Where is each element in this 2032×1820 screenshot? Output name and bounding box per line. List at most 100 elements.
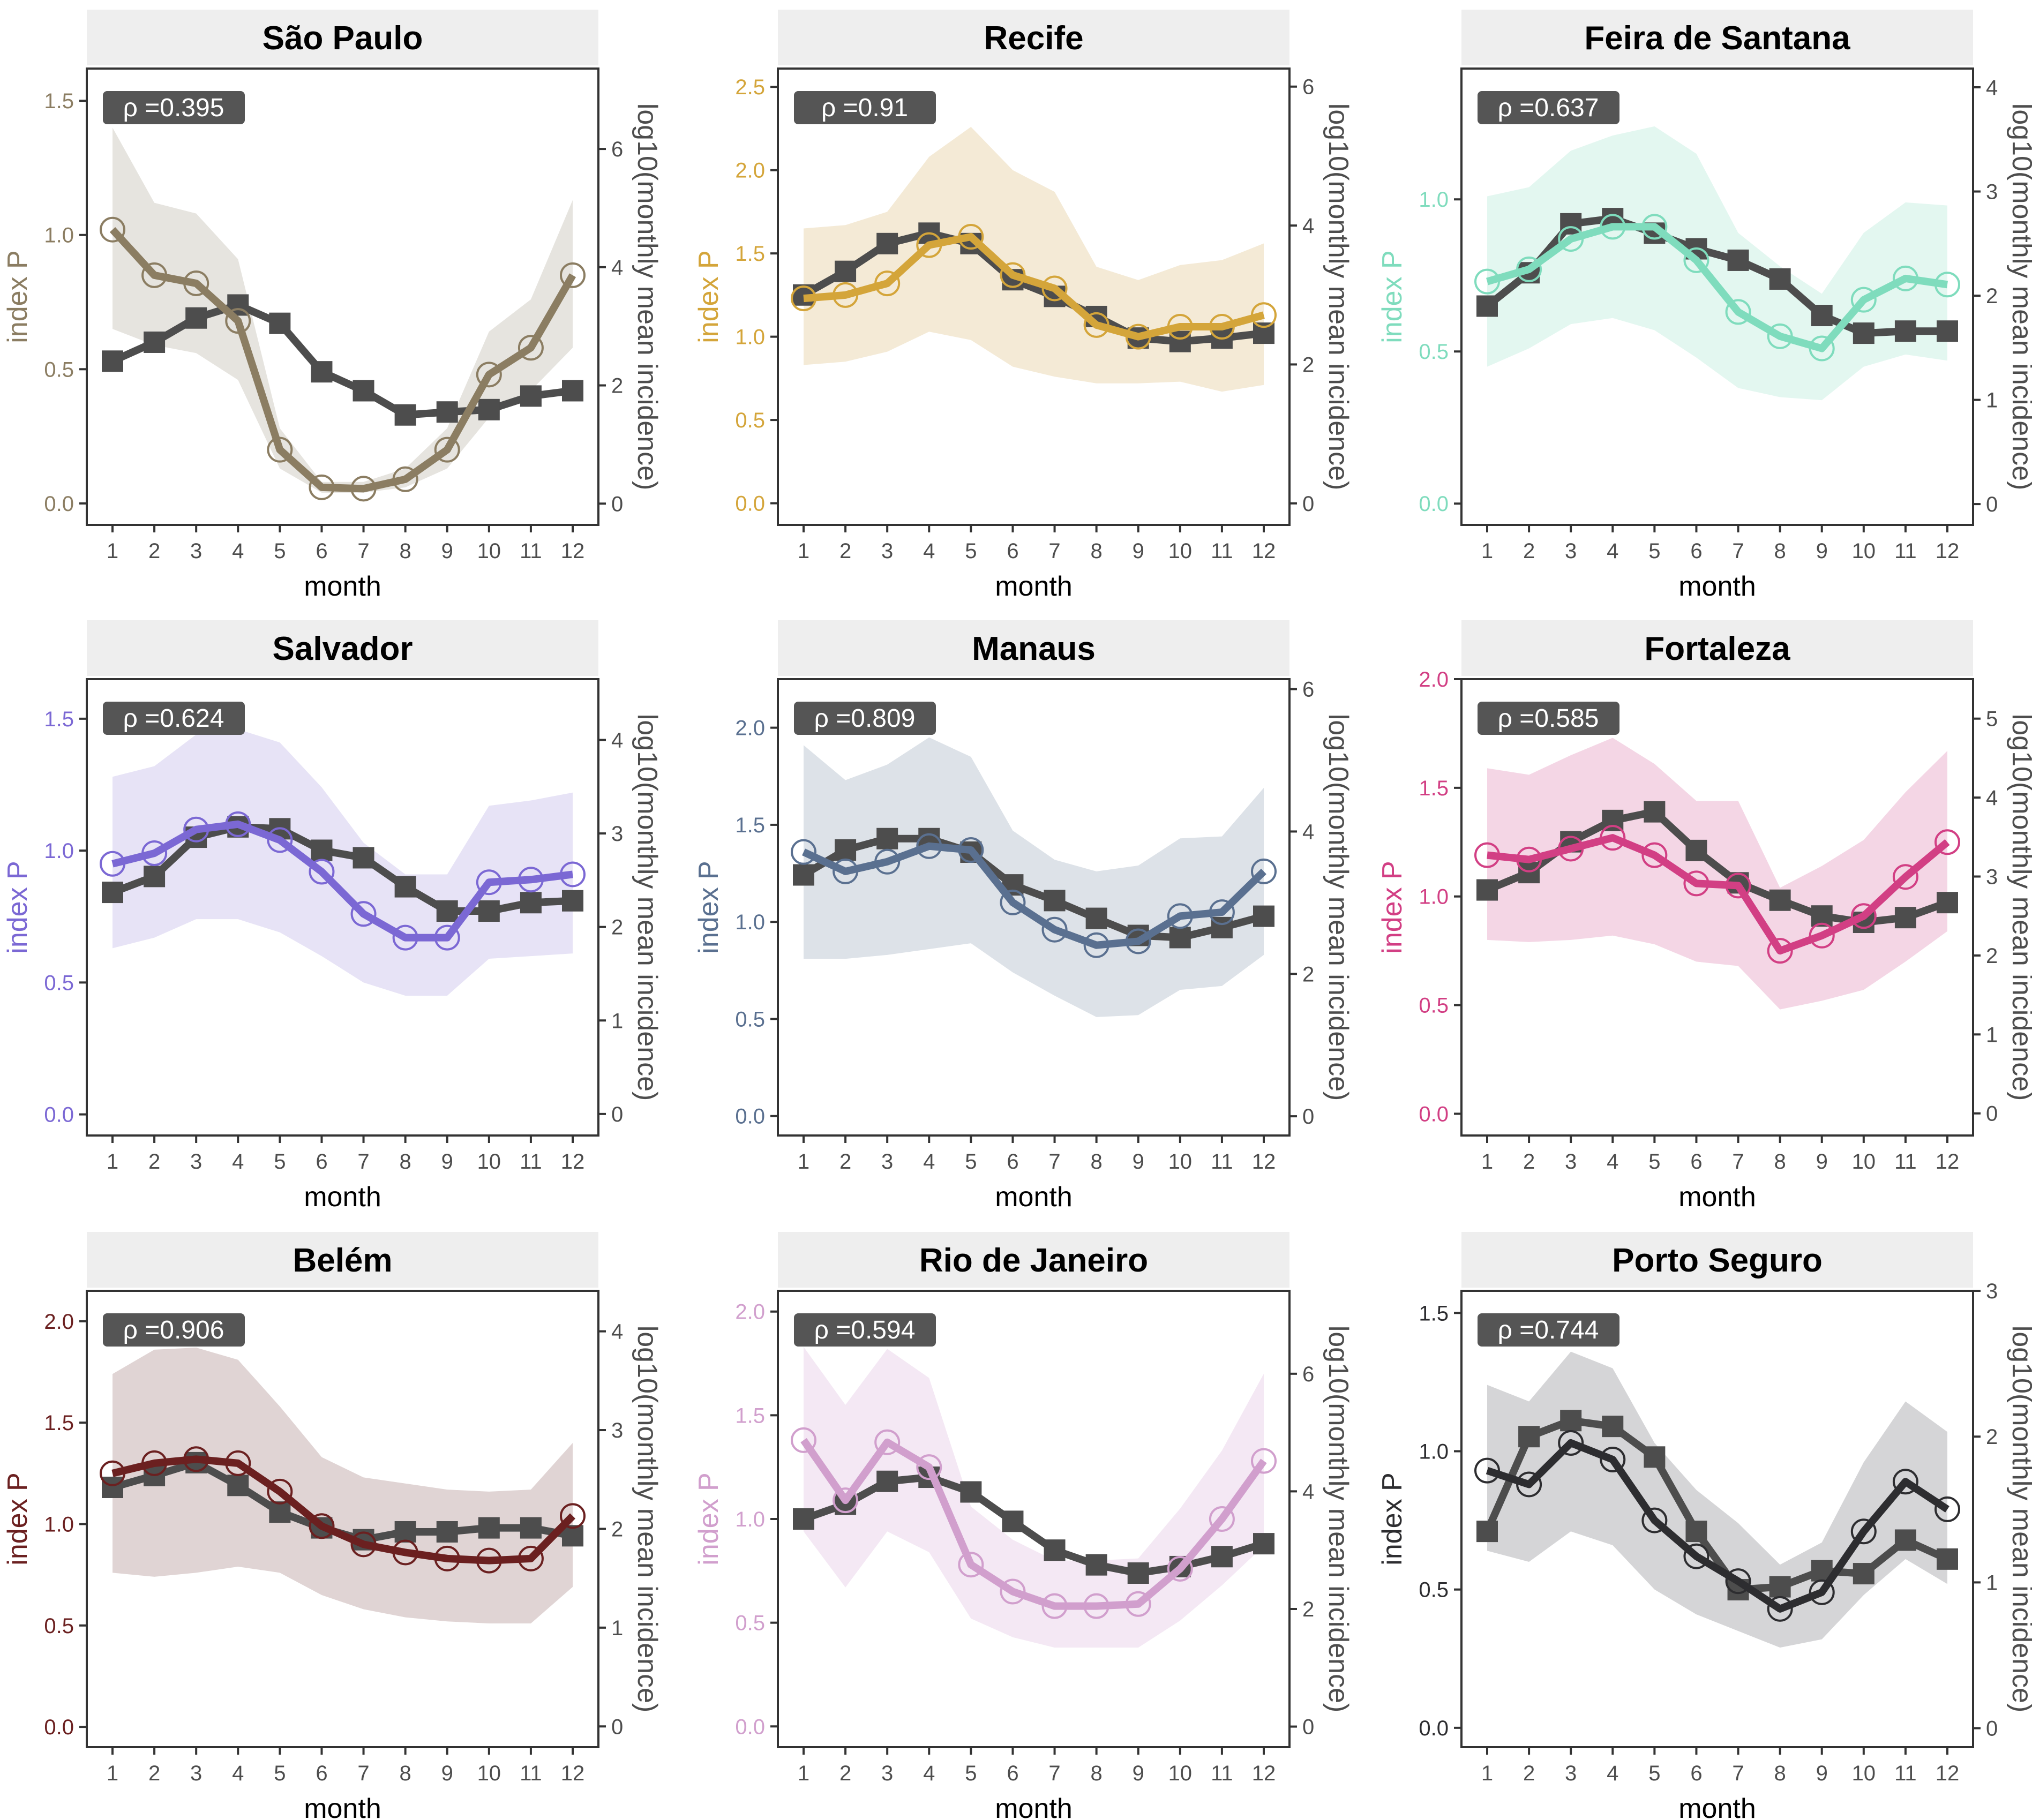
index-p-point <box>434 437 460 463</box>
x-tick-label: 12 <box>1936 539 1960 563</box>
rho-label: ρ =0.637 <box>1498 94 1599 122</box>
right-y-tick-label: 2 <box>1302 962 1314 986</box>
index-p-point <box>1683 247 1709 273</box>
index-p-point <box>434 1545 460 1571</box>
index-p-point <box>1209 313 1235 340</box>
incidence-point <box>562 890 583 912</box>
right-y-axis-title: log10(monthly mean incidence) <box>632 714 663 1101</box>
rho-label: ρ =0.585 <box>1498 704 1599 733</box>
x-tick-label: 8 <box>400 1150 411 1174</box>
y-tick-label: 1.0 <box>1419 1440 1449 1463</box>
incidence-point <box>1169 330 1191 352</box>
x-tick-label: 1 <box>798 1762 809 1785</box>
x-tick-label: 3 <box>190 1762 202 1785</box>
index-p-point <box>916 232 942 258</box>
right-y-tick-label: 1 <box>611 1616 623 1640</box>
incidence-point <box>1894 1529 1916 1551</box>
right-y-tick-label: 2 <box>611 374 623 398</box>
rho-badge <box>103 1313 245 1347</box>
incidence-point <box>1560 213 1582 235</box>
index-p-point <box>560 262 586 288</box>
x-tick-label: 3 <box>881 539 893 563</box>
index-p-point <box>476 362 502 388</box>
index-p-point <box>1516 1471 1542 1498</box>
y-axis-title: index P <box>693 250 724 343</box>
x-tick-label: 10 <box>477 1150 501 1174</box>
index-p-point <box>476 869 502 896</box>
x-tick-label: 4 <box>1607 1762 1618 1785</box>
index-p-point <box>791 1427 816 1453</box>
right-y-tick-label: 1 <box>1986 1023 1998 1047</box>
rho-label: ρ =0.809 <box>814 704 916 733</box>
right-y-tick-label: 6 <box>1302 76 1314 99</box>
incidence-point <box>960 1481 982 1503</box>
x-axis-title: month <box>304 571 381 602</box>
incidence-point <box>353 380 374 402</box>
x-tick-label: 7 <box>1048 1762 1060 1785</box>
right-y-tick-label: 0 <box>611 492 623 516</box>
index-p-point <box>1725 299 1751 325</box>
index-p-point <box>833 282 859 308</box>
right-y-tick-label: 0 <box>1986 1717 1998 1741</box>
x-tick-label: 2 <box>1523 1762 1535 1785</box>
index-p-point <box>1041 916 1068 943</box>
index-p-point <box>518 867 544 893</box>
incidence-point <box>1685 1521 1707 1543</box>
confidence-ribbon <box>804 126 1264 392</box>
index-p-point <box>518 335 544 361</box>
incidence-point <box>1560 1410 1582 1432</box>
index-p-point <box>1516 256 1542 282</box>
incidence-point <box>1044 1539 1066 1561</box>
index-p-point <box>1850 903 1877 929</box>
index-p-point <box>267 827 293 853</box>
index-p-line <box>802 842 1266 949</box>
x-axis-title: month <box>304 1182 381 1213</box>
y-tick-label: 1.5 <box>735 242 765 266</box>
y-tick-label: 0.0 <box>44 492 74 516</box>
index-p-point <box>1251 1448 1277 1474</box>
x-tick-label: 3 <box>190 1150 202 1174</box>
right-y-axis-title: log10(monthly mean incidence) <box>2006 1326 2032 1713</box>
panel-border <box>777 678 1291 1137</box>
y-tick-label: 0.0 <box>1419 492 1449 516</box>
incidence-point <box>1769 889 1791 911</box>
index-p-point <box>392 924 418 951</box>
incidence-point <box>1476 1521 1498 1543</box>
x-tick-label: 10 <box>1168 1150 1193 1174</box>
right-y-tick-label: 5 <box>1986 708 1998 731</box>
right-y-axis-title: log10(monthly mean incidence) <box>2006 714 2032 1101</box>
x-tick-label: 6 <box>1007 1150 1018 1174</box>
incidence-point <box>102 1476 123 1498</box>
index-p-line <box>109 227 576 493</box>
x-tick-label: 12 <box>561 1150 585 1174</box>
y-tick-label: 0.5 <box>44 971 74 995</box>
x-tick-label: 8 <box>1091 1150 1103 1174</box>
x-tick-label: 8 <box>1091 539 1103 563</box>
index-p-point <box>1767 323 1793 349</box>
x-tick-label: 11 <box>1894 539 1917 563</box>
index-p-point <box>1641 214 1668 240</box>
x-tick-label: 7 <box>1048 539 1060 563</box>
index-p-point <box>1934 272 1960 298</box>
y-axis-title: index P <box>1377 861 1408 953</box>
y-tick-label: 1.5 <box>1419 777 1449 800</box>
index-p-point <box>100 216 125 243</box>
index-p-point <box>791 285 816 312</box>
right-y-tick-label: 3 <box>1986 181 1998 204</box>
right-y-tick-label: 6 <box>611 138 623 161</box>
incidence-point <box>144 866 166 888</box>
y-tick-label: 1.5 <box>44 1411 74 1435</box>
facet-panel-8: Rio de Janeiro ρ =0.594 0.0 0.5 1.0 1.5 2.0 0 2 4… <box>693 1232 1354 1820</box>
rho-badge <box>794 1313 936 1347</box>
facet-strip <box>87 10 598 65</box>
incidence-point <box>1518 1426 1540 1448</box>
incidence-point <box>311 839 333 861</box>
x-tick-label: 12 <box>1252 1762 1276 1785</box>
y-tick-label: 1.5 <box>735 1404 765 1427</box>
x-tick-label: 2 <box>148 1150 160 1174</box>
panel-border <box>1460 1290 1974 1748</box>
